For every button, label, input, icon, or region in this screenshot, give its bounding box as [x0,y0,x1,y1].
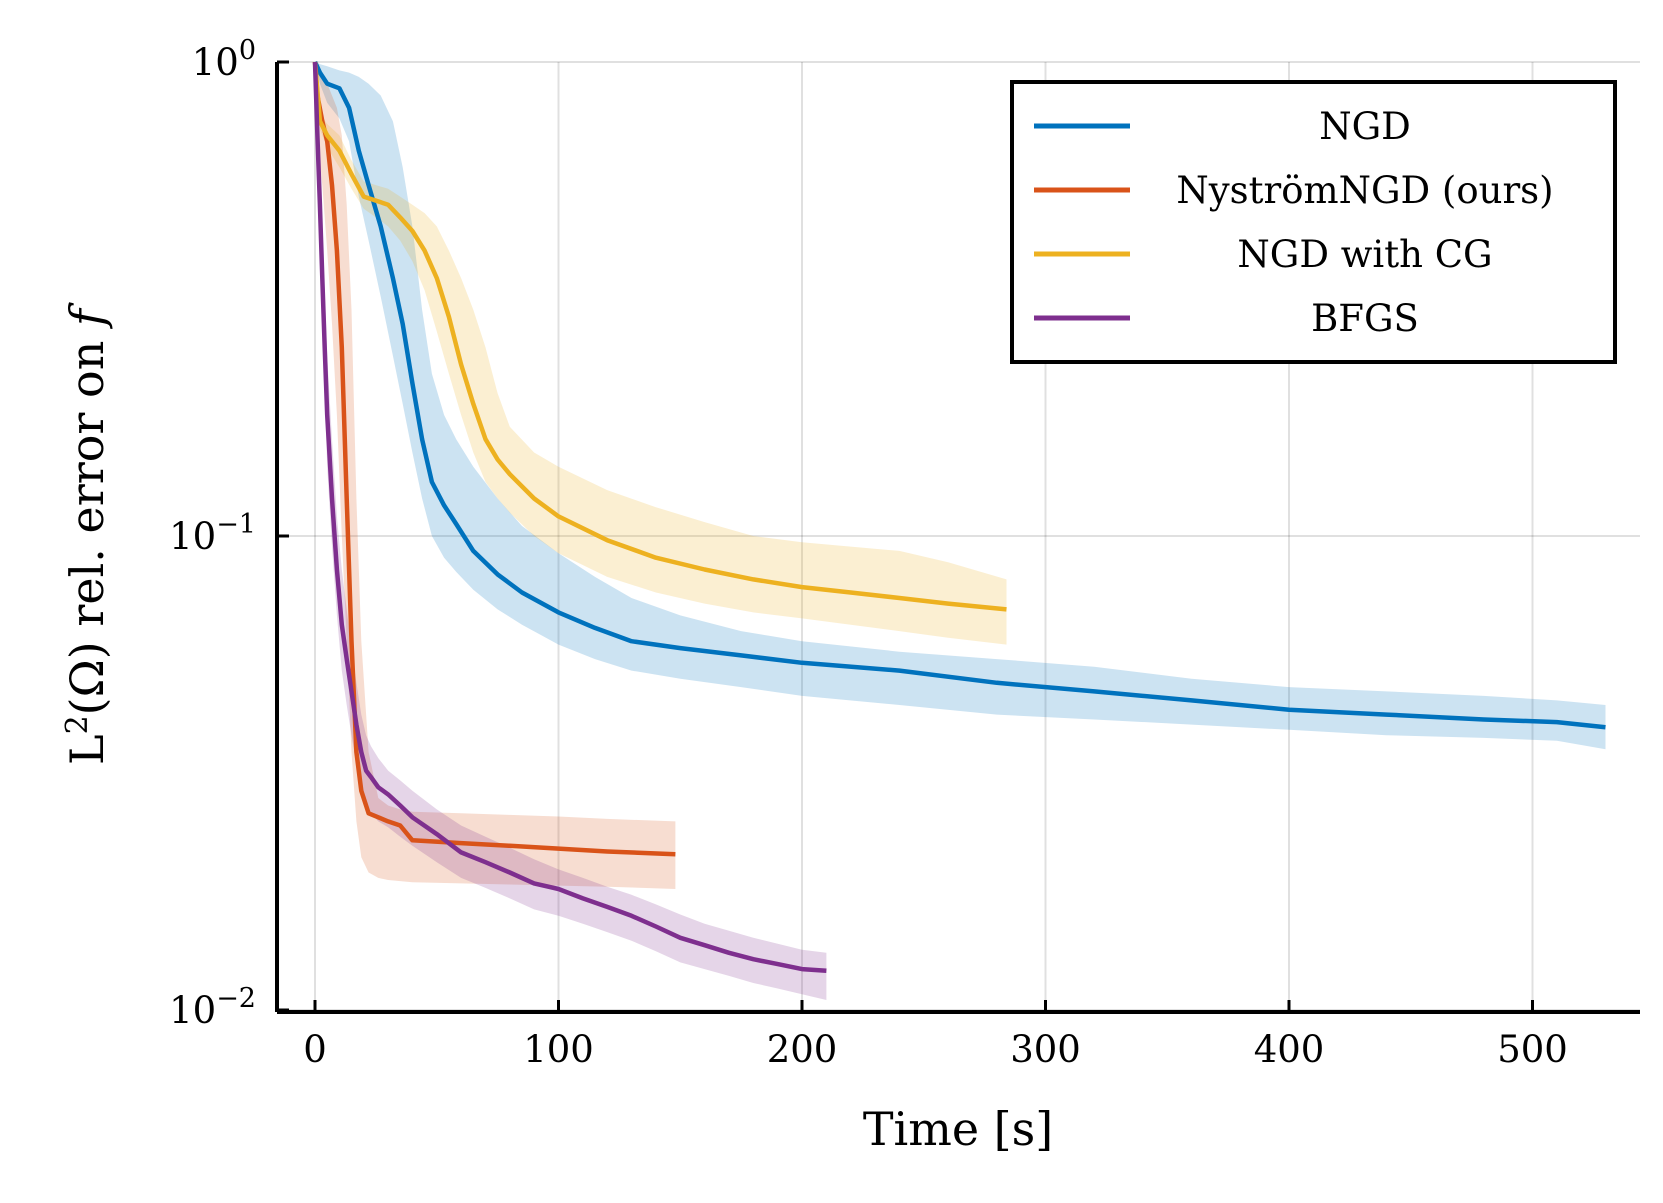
legend-label-ngd-with-cg: NGD with CG [1237,233,1492,276]
y-tick-base: 10 [169,989,216,1032]
x-tick-label: 400 [1254,1028,1325,1071]
y-tick-exponent: −1 [216,509,256,540]
series-line-ngd [312,61,1606,730]
legend: NGD NyströmNGD (ours) NGD with CG BFGS [1010,80,1617,364]
series-line-bfgs [312,61,827,974]
x-ticks: 0 100 200 300 400 500 [303,1000,1568,1071]
x-tick-label: 100 [523,1028,594,1071]
y-tick-base: 10 [192,41,239,84]
x-tick-label: 300 [1010,1028,1081,1071]
x-axis-label: Time [s] [863,1102,1053,1156]
legend-box [1010,80,1617,364]
series-lines [312,61,1606,974]
y-tick-exponent: 0 [239,35,256,66]
y-axis-label: L2(Ω) rel. error on f [60,302,114,765]
legend-label-nystr-mngd-ours: NyströmNGD (ours) [1176,169,1553,212]
band-ngd-with-cg [315,62,1007,645]
y-axis-label-mid: (Ω) rel. error on [60,326,114,715]
series-line-nystr-mngd-ours [312,61,676,857]
x-tick-label: 0 [303,1028,327,1071]
y-tick-label: 10−2 [169,983,256,1032]
legend-label-bfgs: BFGS [1311,297,1419,340]
x-tick-label: 200 [767,1028,838,1071]
y-axis-label-main: L [60,734,114,765]
y-tick-label: 10−1 [169,509,256,558]
y-tick-base: 10 [169,515,216,558]
y-axis-label-var: f [60,302,114,329]
y-axis-label-sup: 2 [60,715,95,734]
y-tick-label: 100 [192,35,256,84]
x-tick-label: 500 [1497,1028,1568,1071]
legend-label-ngd: NGD [1319,105,1411,148]
confidence-bands [315,62,1606,1000]
series-line-ngd-with-cg [312,61,1007,612]
y-tick-exponent: −2 [216,983,256,1014]
